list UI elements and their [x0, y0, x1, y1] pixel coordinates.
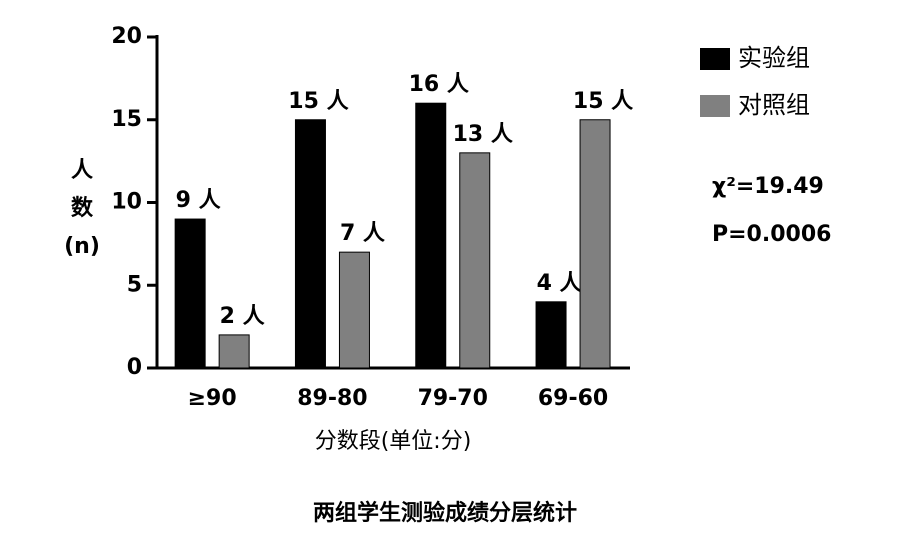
value-label: 13 人	[453, 122, 513, 147]
bar	[459, 152, 491, 369]
annotation: P=0.0006	[712, 222, 831, 247]
bar	[415, 102, 447, 369]
value-label: 7 人	[340, 221, 385, 246]
value-label: 9 人	[176, 188, 221, 213]
bar	[535, 301, 567, 369]
legend-swatch	[700, 95, 730, 117]
annotation: χ²=19.49	[712, 174, 824, 199]
value-label: 15 人	[288, 89, 348, 114]
legend-swatch	[700, 48, 730, 70]
value-label: 16 人	[409, 72, 469, 97]
bar	[579, 119, 611, 369]
value-label: 4 人	[537, 271, 582, 296]
value-label: 15 人	[573, 89, 633, 114]
x-tick-label: 69-60	[538, 386, 608, 411]
x-tick-label: ≥90	[188, 386, 237, 411]
value-label: 2 人	[220, 304, 265, 329]
legend-label: 对照组	[738, 91, 810, 119]
x-tick-label: 89-80	[297, 386, 367, 411]
y-tick-label: 0	[127, 355, 142, 380]
bar	[338, 251, 370, 369]
bar	[294, 119, 326, 369]
bar	[218, 334, 250, 369]
y-axis-label: 人数(n)	[64, 158, 100, 259]
legend-label: 实验组	[738, 44, 810, 72]
y-tick-label: 20	[111, 24, 142, 49]
x-axis-label: 分数段(单位:分)	[315, 429, 472, 454]
chart-title: 两组学生测验成绩分层统计	[313, 500, 577, 526]
bar	[174, 218, 206, 369]
y-tick-label: 5	[127, 272, 142, 297]
y-tick-label: 10	[111, 190, 142, 215]
y-tick-label: 15	[111, 107, 142, 132]
x-tick-label: 79-70	[418, 386, 488, 411]
